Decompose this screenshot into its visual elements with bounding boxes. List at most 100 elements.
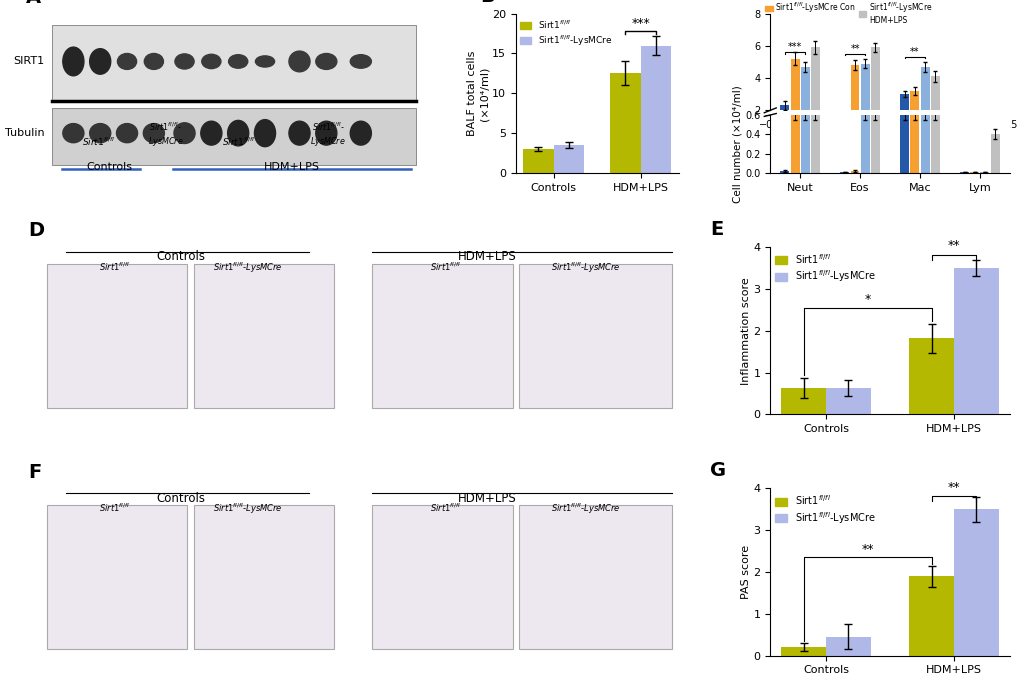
Bar: [781, 647, 825, 656]
Ellipse shape: [288, 121, 310, 145]
Bar: [780, 105, 789, 143]
Text: E: E: [709, 220, 722, 238]
Bar: [519, 264, 672, 408]
Text: $Sirt1^{fl/fl}$: $Sirt1^{fl/fl}$: [82, 136, 115, 148]
Bar: [840, 142, 849, 143]
Bar: [825, 637, 870, 656]
Bar: [989, 136, 999, 143]
Text: $Sirt1^{fl/fl}$: $Sirt1^{fl/fl}$: [99, 502, 129, 514]
Bar: [969, 172, 978, 173]
Bar: [910, 91, 918, 143]
Text: **: **: [947, 481, 959, 494]
Ellipse shape: [144, 124, 164, 143]
Text: **: **: [909, 47, 919, 57]
Text: $Sirt1^{fl/fl}$-$LysMCre$: $Sirt1^{fl/fl}$-$LysMCre$: [550, 502, 621, 516]
Bar: [810, 48, 819, 143]
Bar: [840, 172, 849, 173]
Text: $Sirt1^{fl/fl}$-$LysMCre$: $Sirt1^{fl/fl}$-$LysMCre$: [213, 260, 282, 275]
Text: $Sirt1^{fl/fl}$: $Sirt1^{fl/fl}$: [430, 260, 461, 273]
Ellipse shape: [255, 56, 274, 67]
Bar: [553, 145, 584, 173]
Bar: [372, 505, 513, 649]
Ellipse shape: [350, 121, 371, 145]
FancyBboxPatch shape: [52, 25, 416, 101]
Text: **: **: [860, 543, 873, 556]
Bar: [860, 64, 869, 143]
Bar: [920, 67, 928, 143]
Text: Controls: Controls: [157, 251, 206, 264]
Bar: [800, 67, 809, 143]
Legend: Sirt1$^{fl/fl}$, Sirt1$^{fl/fl}$-LysMCre: Sirt1$^{fl/fl}$, Sirt1$^{fl/fl}$-LysMCre: [520, 18, 612, 48]
Text: Tubulin: Tubulin: [5, 128, 45, 138]
Bar: [194, 264, 334, 408]
Text: HDM+LPS: HDM+LPS: [264, 162, 320, 172]
Ellipse shape: [201, 121, 222, 145]
Bar: [979, 172, 988, 173]
Text: Controls: Controls: [157, 492, 206, 505]
Ellipse shape: [202, 54, 221, 68]
Bar: [781, 388, 825, 415]
Text: $Sirt1^{fl/fl}$-
$LysMCre$: $Sirt1^{fl/fl}$- $LysMCre$: [310, 121, 345, 148]
Y-axis label: Inflammation score: Inflammation score: [740, 277, 750, 385]
Bar: [810, 115, 819, 173]
Bar: [519, 505, 672, 649]
Bar: [609, 73, 640, 173]
Text: SIRT1: SIRT1: [13, 57, 45, 66]
Text: C: C: [698, 0, 712, 4]
Text: F: F: [28, 462, 41, 482]
Ellipse shape: [316, 53, 336, 70]
Bar: [930, 76, 938, 143]
Bar: [900, 94, 908, 143]
Legend: Sirt1$^{fl/fl}$ Con, Sirt1$^{fl/fl}$-LysMCre Con, Sirt1$^{fl/fl}$ HDM+LPS, Sirt1: Sirt1$^{fl/fl}$ Con, Sirt1$^{fl/fl}$-Lys…: [761, 0, 940, 29]
Legend: Sirt1$^{fl/fl}$, Sirt1$^{fl/fl}$-LysMCre: Sirt1$^{fl/fl}$, Sirt1$^{fl/fl}$-LysMCre: [774, 252, 874, 284]
Text: *: *: [864, 294, 870, 307]
Bar: [900, 115, 908, 173]
Ellipse shape: [175, 54, 194, 69]
Y-axis label: BALF total cells
(×10⁴/ml): BALF total cells (×10⁴/ml): [467, 51, 489, 136]
Bar: [800, 115, 809, 173]
Text: $Sirt1^{fl/fl}$: $Sirt1^{fl/fl}$: [99, 260, 129, 273]
Bar: [47, 264, 187, 408]
Text: $Sirt1^{fl/fl}$: $Sirt1^{fl/fl}$: [430, 502, 461, 514]
FancyBboxPatch shape: [52, 108, 416, 165]
Ellipse shape: [350, 55, 371, 68]
Ellipse shape: [254, 120, 275, 147]
Text: **: **: [947, 240, 959, 253]
Bar: [870, 48, 879, 143]
Ellipse shape: [174, 123, 195, 143]
Bar: [953, 268, 998, 415]
Bar: [870, 115, 879, 173]
Text: $Sirt1^{fl/fl}$-$LysMCre$: $Sirt1^{fl/fl}$-$LysMCre$: [213, 502, 282, 516]
Bar: [780, 171, 789, 173]
Text: $Sirt1^{fl/fl}$-
$LysMCre$: $Sirt1^{fl/fl}$- $LysMCre$: [148, 121, 183, 148]
Text: ***: ***: [788, 42, 802, 52]
Bar: [640, 46, 671, 173]
Text: D: D: [28, 221, 44, 240]
Bar: [920, 115, 928, 173]
Bar: [959, 172, 968, 173]
Y-axis label: PAS score: PAS score: [740, 545, 750, 599]
Text: HDM+LPS: HDM+LPS: [458, 492, 517, 505]
Ellipse shape: [228, 55, 248, 68]
Ellipse shape: [117, 53, 137, 70]
Bar: [930, 115, 938, 173]
Text: G: G: [709, 461, 726, 480]
Ellipse shape: [63, 124, 84, 143]
Y-axis label: Cell number (×10⁴/ml): Cell number (×10⁴/ml): [732, 85, 742, 203]
Bar: [953, 510, 998, 656]
Ellipse shape: [144, 53, 163, 70]
Ellipse shape: [116, 124, 138, 143]
Text: B: B: [479, 0, 494, 5]
Bar: [908, 576, 953, 656]
Bar: [908, 338, 953, 415]
Bar: [194, 505, 334, 649]
Legend: Sirt1$^{fl/fl}$, Sirt1$^{fl/fl}$-LysMCre: Sirt1$^{fl/fl}$, Sirt1$^{fl/fl}$-LysMCre: [774, 493, 874, 526]
Text: HDM+LPS: HDM+LPS: [458, 251, 517, 264]
Bar: [825, 388, 870, 415]
Bar: [850, 65, 859, 143]
Bar: [372, 264, 513, 408]
Bar: [47, 505, 187, 649]
Text: $Sirt1^{fl/fl}$-$LysMCre$: $Sirt1^{fl/fl}$-$LysMCre$: [550, 260, 621, 275]
Bar: [989, 135, 999, 173]
Text: ***: ***: [631, 17, 649, 30]
